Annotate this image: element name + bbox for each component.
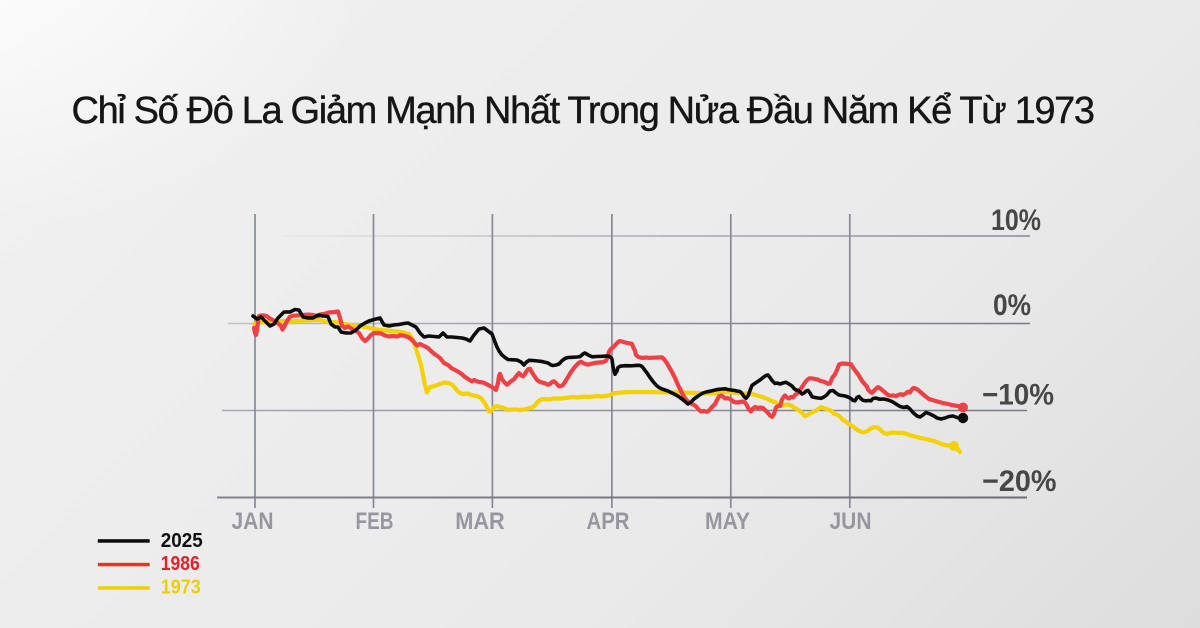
svg-text:MAR: MAR bbox=[455, 508, 505, 535]
svg-text:MAY: MAY bbox=[705, 508, 750, 535]
svg-text:JAN: JAN bbox=[232, 508, 274, 535]
svg-text:FEB: FEB bbox=[356, 508, 394, 535]
svg-text:0%: 0% bbox=[993, 289, 1031, 322]
svg-text:JUN: JUN bbox=[830, 508, 872, 535]
svg-text:10%: 10% bbox=[991, 204, 1041, 237]
svg-text:1973: 1973 bbox=[161, 576, 201, 598]
svg-text:−20%: −20% bbox=[982, 465, 1057, 498]
svg-text:1986: 1986 bbox=[161, 553, 200, 575]
svg-text:APR: APR bbox=[587, 508, 630, 535]
svg-text:2025: 2025 bbox=[161, 530, 203, 552]
svg-text:−10%: −10% bbox=[982, 379, 1054, 412]
